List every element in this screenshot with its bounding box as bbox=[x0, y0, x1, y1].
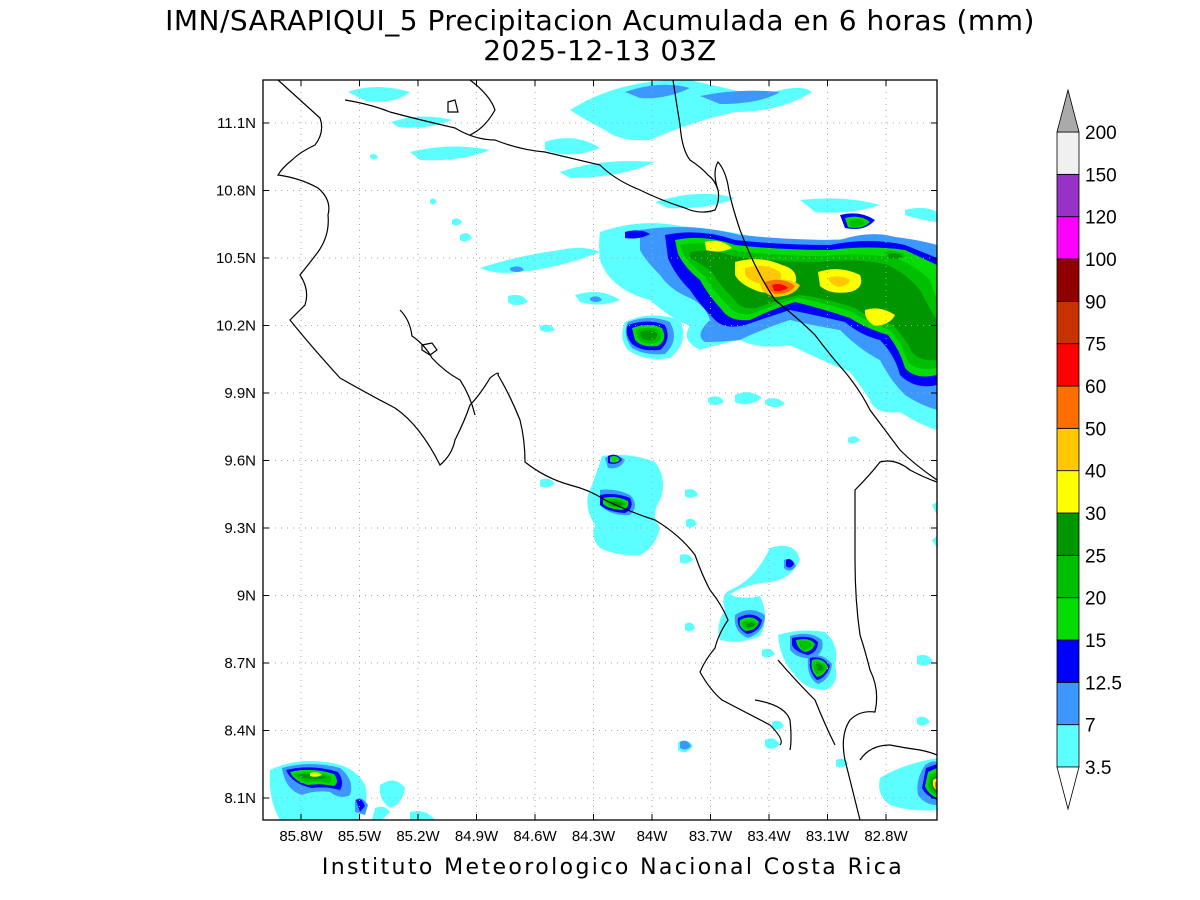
lat-label: 9N bbox=[237, 588, 256, 605]
lat-label: 9.3N bbox=[224, 520, 256, 537]
colorbar-label: 200 bbox=[1085, 123, 1117, 144]
colorbar-label: 50 bbox=[1085, 419, 1106, 440]
precip-level-60 bbox=[772, 284, 788, 292]
lat-label: 9.6N bbox=[224, 453, 256, 470]
colorbar-box bbox=[1056, 427, 1080, 472]
lat-label: 8.7N bbox=[224, 655, 256, 672]
colorbar-label: 100 bbox=[1085, 250, 1117, 271]
credit-text: Instituto Meteorologico Nacional Costa R… bbox=[321, 855, 905, 880]
colorbar-label: 3.5 bbox=[1085, 758, 1111, 779]
lat-label: 10.8N bbox=[216, 183, 256, 200]
lat-label: 10.5N bbox=[216, 250, 256, 267]
colorbar-label: 25 bbox=[1085, 546, 1106, 567]
colorbar-label: 75 bbox=[1085, 335, 1106, 356]
colorbar-box bbox=[1056, 470, 1080, 514]
colorbar-label: 15 bbox=[1085, 631, 1106, 652]
lon-label: 83.1W bbox=[806, 828, 850, 845]
colorbar-box bbox=[1056, 512, 1080, 556]
coastlines-and-borders bbox=[277, 80, 937, 820]
colorbar-label: 30 bbox=[1085, 504, 1106, 525]
precip-level-3-5 bbox=[269, 80, 937, 820]
colorbar-box bbox=[1056, 216, 1080, 260]
colorbar-box bbox=[1056, 385, 1080, 429]
longitude-labels: 85.8W 85.5W 85.2W 84.9W 84.6W 84.3W 84W 83.7W 83… bbox=[279, 828, 908, 845]
colorbar-box bbox=[1056, 173, 1080, 218]
colorbar-box bbox=[1056, 597, 1080, 641]
lat-label: 11.1N bbox=[217, 115, 256, 132]
colorbar-label: 60 bbox=[1085, 377, 1106, 398]
lon-label: 84.9W bbox=[455, 828, 499, 845]
lat-label: 9.9N bbox=[224, 385, 256, 402]
colorbar-label: 20 bbox=[1085, 589, 1106, 610]
colorbar-box bbox=[1056, 300, 1080, 345]
lon-label: 85.5W bbox=[338, 828, 382, 845]
map-frame bbox=[262, 79, 938, 821]
axis-ticks bbox=[263, 80, 937, 820]
precip-level-7 bbox=[282, 84, 937, 815]
colorbar-label: 12.5 bbox=[1085, 673, 1122, 694]
colorbar-label: 120 bbox=[1085, 208, 1117, 229]
lat-label: 8.4N bbox=[224, 723, 256, 740]
colorbar-box bbox=[1056, 343, 1080, 387]
colorbar-label: 40 bbox=[1085, 462, 1106, 483]
colorbar-label: 150 bbox=[1085, 165, 1117, 186]
lon-label: 83.7W bbox=[689, 828, 733, 845]
colorbar-label: 90 bbox=[1085, 292, 1106, 313]
colorbar-box bbox=[1056, 724, 1080, 768]
precip-colorbar: 3.5 7 12.5 15 20 25 30 40 50 60 75 90 100 120 150 200 bbox=[1056, 88, 1122, 811]
lon-label: 82.8W bbox=[864, 828, 908, 845]
lon-label: 85.2W bbox=[396, 828, 440, 845]
lon-label: 85.8W bbox=[279, 828, 323, 845]
colorbar-top-arrow bbox=[1056, 88, 1080, 133]
lat-label: 10.2N bbox=[216, 318, 256, 335]
colorbar-box bbox=[1056, 681, 1080, 726]
map-title: IMN/SARAPIQUI_5 Precipitacion Acumulada … bbox=[165, 4, 1035, 37]
precipitation-field bbox=[269, 80, 937, 820]
colorbar-box bbox=[1056, 554, 1080, 599]
colorbar-box bbox=[1056, 131, 1080, 175]
colorbar-label: 7 bbox=[1085, 716, 1096, 737]
lon-label: 83.4W bbox=[747, 828, 791, 845]
colorbar-box bbox=[1056, 639, 1080, 683]
lon-label: 84.6W bbox=[513, 828, 557, 845]
lat-label: 8.1N bbox=[224, 790, 256, 807]
lon-label: 84.3W bbox=[572, 828, 616, 845]
map-valid-time: 2025-12-13 03Z bbox=[483, 34, 717, 67]
colorbar-bottom-arrow bbox=[1056, 766, 1080, 811]
map-gridlines bbox=[263, 80, 937, 820]
colorbar-box bbox=[1056, 258, 1080, 302]
lon-label: 84W bbox=[637, 828, 669, 845]
latitude-labels: 11.1N 10.8N 10.5N 10.2N 9.9N 9.6N 9.3N 9N 8.7N 8.… bbox=[216, 115, 256, 807]
